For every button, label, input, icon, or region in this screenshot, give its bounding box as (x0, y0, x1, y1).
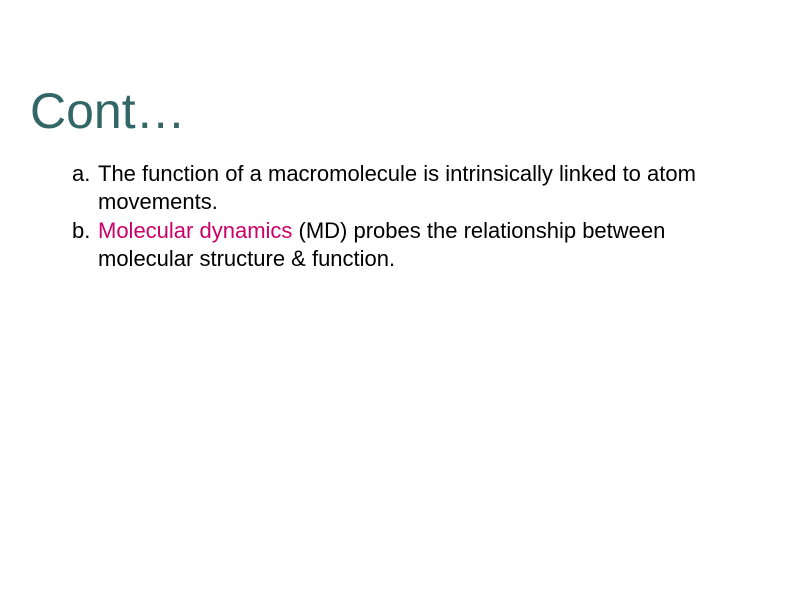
slide-title: Cont… (30, 82, 186, 140)
slide-body: a. The function of a macromolecule is in… (72, 160, 722, 274)
text-segment-highlight: Molecular dynamics (98, 218, 292, 243)
text-segment: The function of a macromolecule is intri… (98, 161, 696, 214)
slide: Cont… a. The function of a macromolecule… (0, 0, 800, 600)
list-marker-b: b. (72, 217, 98, 272)
list-text-a: The function of a macromolecule is intri… (98, 160, 722, 215)
list-item: a. The function of a macromolecule is in… (72, 160, 722, 215)
list-text-b: Molecular dynamics (MD) probes the relat… (98, 217, 722, 272)
list-item: b. Molecular dynamics (MD) probes the re… (72, 217, 722, 272)
list-marker-a: a. (72, 160, 98, 215)
